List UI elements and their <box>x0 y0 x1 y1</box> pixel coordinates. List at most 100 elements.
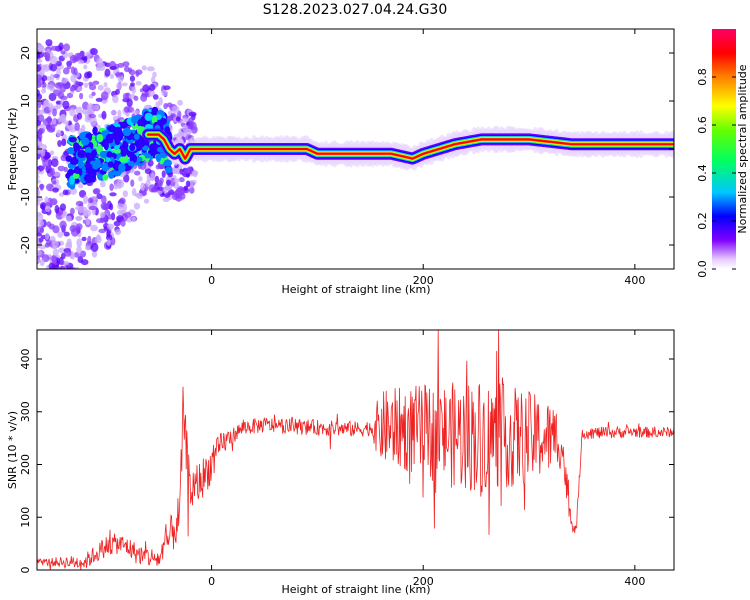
spectrogram-cluster-cell <box>72 172 80 179</box>
spectrogram-noise-cell <box>99 180 106 188</box>
spectrogram-noise-cell <box>109 66 117 71</box>
spectrogram-noise-cell <box>37 226 44 233</box>
spectrogram-cluster-cell <box>122 127 132 137</box>
spectrogram-cluster-cell <box>164 166 173 174</box>
spectrogram-noise-cell <box>52 187 59 193</box>
spectrogram-noise-cell <box>132 109 140 115</box>
spectrogram-noise-cell <box>49 167 55 177</box>
spectrogram-noise-cell <box>101 195 107 204</box>
spectrogram-noise-cell <box>172 105 180 114</box>
spectrogram-noise-cell <box>38 44 45 54</box>
spectrogram-noise-cell <box>39 276 43 284</box>
spectrogram-noise-cell <box>129 75 136 82</box>
spectrogram-noise-cell <box>122 92 130 100</box>
spectrogram-noise-cell <box>117 109 122 119</box>
spectrogram-noise-cell <box>157 186 165 191</box>
spectrogram-cluster-cell <box>129 144 136 152</box>
spectrogram-noise-cell <box>52 248 59 257</box>
spectrogram-noise-cell <box>114 228 122 236</box>
spectrogram-noise-cell <box>109 73 114 80</box>
spectrogram-noise-cell <box>128 69 136 76</box>
spectrogram-noise-cell <box>146 66 155 72</box>
spectrogram-cluster-cell <box>122 147 129 155</box>
spectrogram-noise-cell <box>60 50 66 55</box>
spectrogram-noise-cell <box>100 91 109 101</box>
spectrogram-noise-cell <box>173 178 181 183</box>
spectrogram-noise-cell <box>91 250 98 258</box>
spectrogram-cluster-cell <box>118 163 126 173</box>
spectrogram-noise-cell <box>33 290 40 297</box>
spectrogram-noise-cell <box>37 258 42 263</box>
spectrogram-noise-cell <box>34 270 39 275</box>
spectrogram-noise-cell <box>42 158 50 168</box>
spectrogram-cluster-cell <box>99 150 109 159</box>
spectrogram-noise-cell <box>59 265 65 269</box>
spectrogram-noise-cell <box>74 80 79 89</box>
spectrogram-noise-cell <box>34 284 41 292</box>
spectrogram-noise-cell <box>53 73 60 79</box>
spectrogram-noise-cell <box>46 76 52 81</box>
spectrogram-noise-cell <box>79 92 84 100</box>
snr-frame <box>36 329 675 571</box>
spectrogram-noise-cell <box>163 186 168 195</box>
spectrogram-noise-cell <box>66 238 72 248</box>
spectrogram-cluster-cell <box>163 159 172 167</box>
spectrogram-noise-cell <box>37 237 40 244</box>
spectrogram-noise-cell <box>85 218 91 226</box>
snr-y-ticks: 0 100 200 300 400 <box>19 349 674 574</box>
snr-y-tick-label: 0 <box>19 567 32 574</box>
spectrogram-noise-cell <box>44 281 51 285</box>
spectrogram-noise-cell <box>34 292 42 301</box>
spectrogram-noise-cell <box>143 198 150 204</box>
spectrogram-noise-cell <box>43 297 50 305</box>
spectrogram-x-ticks: 0 200 400 <box>208 29 645 287</box>
spectrogram-noise-cell <box>104 68 111 77</box>
spectrogram-noise-cell <box>48 102 54 112</box>
spectrogram-noise-cell <box>52 240 59 249</box>
spectrogram-noise-cell <box>53 288 57 294</box>
spectrogram-noise-cell <box>77 183 84 189</box>
spectrogram-noise-cell <box>70 273 75 281</box>
spectrogram-cluster-cell <box>114 136 121 146</box>
spectrogram-noise-cell <box>138 176 143 182</box>
spectrogram-noise-cell <box>170 113 176 118</box>
spectrogram-noise-cell <box>144 168 152 175</box>
spectrogram-noise-cell <box>37 64 42 72</box>
spectrogram-noise-cell <box>74 122 80 132</box>
spectrogram-noise-cell <box>161 89 169 97</box>
spectrogram-noise-cell <box>84 116 91 123</box>
spectrogram-noise-cell <box>75 216 82 222</box>
spectrogram-cluster-cell <box>92 160 100 170</box>
spectrogram-noise-cell <box>131 86 136 94</box>
spectrogram-noise-cell <box>44 232 50 240</box>
spectrogram-noise-cell <box>46 115 52 125</box>
spectrogram-cluster-cell <box>101 162 110 172</box>
spectrogram-noise-cell <box>87 197 94 204</box>
spectrogram-noise-cell <box>41 75 48 82</box>
spectrogram-noise-cell <box>57 165 66 172</box>
spectrogram-noise-cell <box>88 205 97 211</box>
spectrogram-noise-cell <box>44 205 51 213</box>
spectrogram-noise-cell <box>136 192 143 200</box>
spectrogram-noise-cell <box>182 124 189 133</box>
spectrogram-noise-cell <box>86 103 95 113</box>
spectrogram-noise-cell <box>74 266 80 269</box>
spectrogram-noise-cell <box>61 78 68 84</box>
spectrogram-noise-cell <box>70 74 77 83</box>
figure-title: S128.2023.027.04.24.G30 <box>263 2 448 18</box>
spectrogram-noise-cell <box>121 82 128 87</box>
snr-plot-area <box>37 330 674 570</box>
spectrogram-cluster-cell <box>151 106 159 115</box>
spectrogram-cluster-cell <box>107 161 114 168</box>
spectrogram-noise-cell <box>177 99 183 106</box>
spectrogram-noise-cell <box>178 177 185 183</box>
spectrogram-noise-cell <box>109 183 114 191</box>
spectrogram-cluster-cell <box>78 159 84 169</box>
spectrogram-noise-cell <box>189 186 195 194</box>
spectrogram-noise-cell <box>180 187 185 196</box>
spectrogram-noise-cell <box>87 235 92 245</box>
spectrogram-noise-cell <box>54 204 60 214</box>
spectrogram-noise-cell <box>91 91 96 97</box>
snr-x-tick-label: 0 <box>208 575 215 588</box>
spectrogram-noise-cell <box>37 196 44 202</box>
